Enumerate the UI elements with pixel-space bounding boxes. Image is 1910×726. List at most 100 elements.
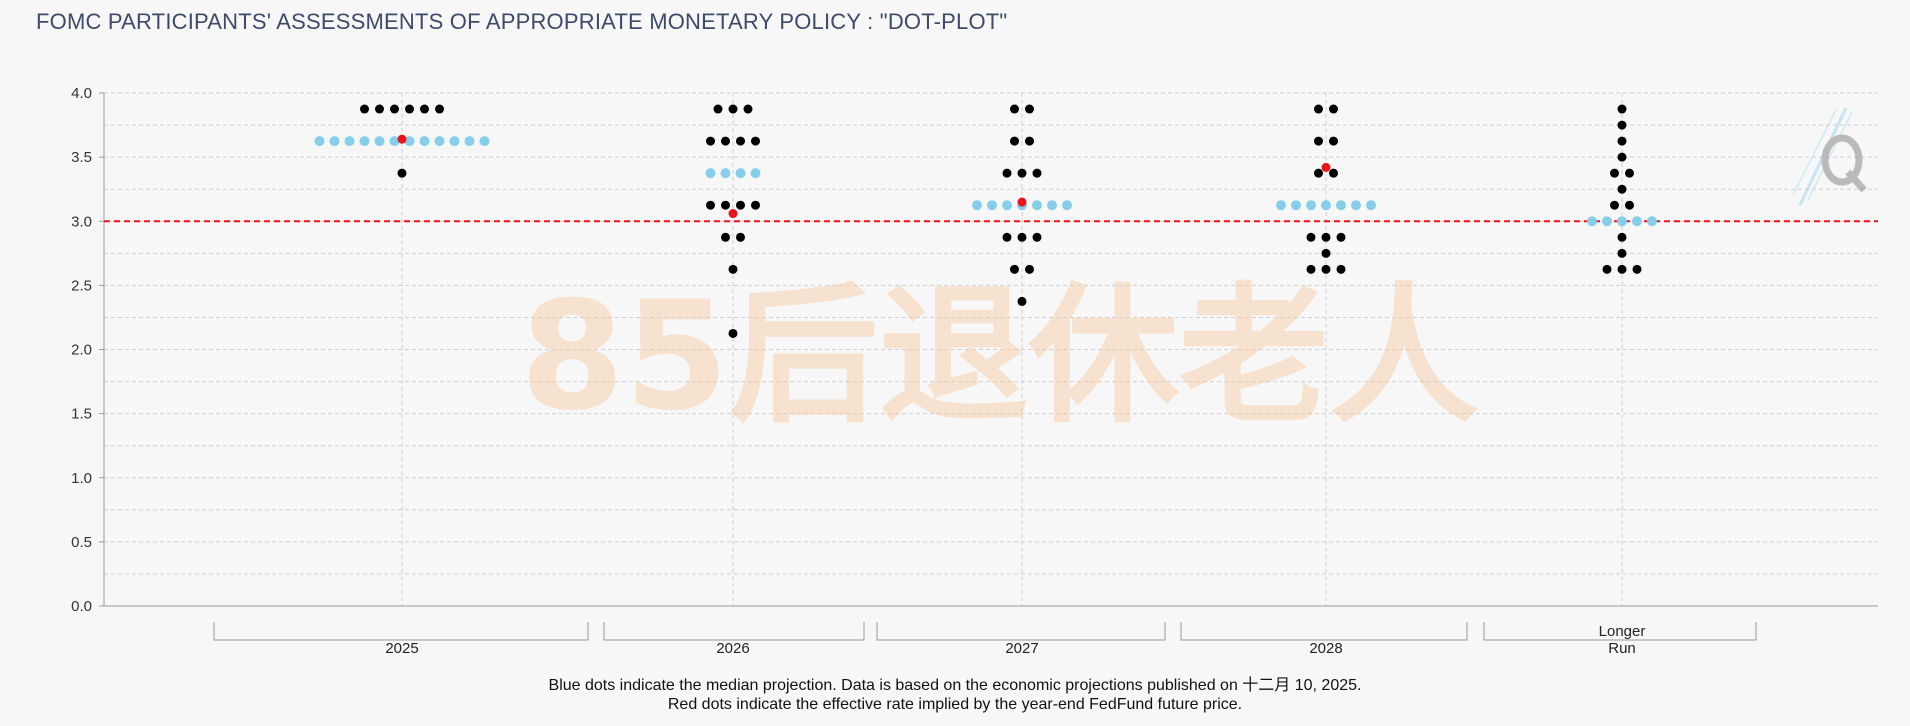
q-logo-icon: [1792, 107, 1867, 206]
participant-dot: [1314, 168, 1323, 178]
participant-dot: [1617, 264, 1627, 274]
y-tick-label: 1.5: [71, 406, 92, 423]
watermark: 85后退休老人: [520, 270, 1479, 444]
participant-dot: [1010, 264, 1019, 274]
participant-dot: [706, 200, 715, 210]
dots-layer: [314, 104, 1657, 338]
median-dot: [479, 136, 490, 147]
participant-dot: [1617, 232, 1627, 242]
median-dot: [750, 168, 761, 179]
participant-dot: [375, 104, 384, 114]
median-dot: [1002, 200, 1012, 211]
participant-dot: [1617, 184, 1627, 194]
participant-dot: [397, 168, 407, 178]
participant-dot: [728, 328, 738, 338]
category-bracket: [213, 622, 589, 641]
median-dot: [1602, 216, 1612, 227]
median-dot: [419, 136, 430, 147]
participant-dot: [1025, 264, 1034, 274]
participant-dot: [1032, 232, 1042, 242]
median-dot: [1291, 200, 1301, 211]
y-tick-label: 0.5: [71, 534, 92, 551]
median-dot: [1047, 200, 1057, 211]
participant-dot: [1610, 168, 1619, 178]
implied-rate-dot: [1017, 197, 1027, 207]
median-dot: [374, 136, 385, 147]
participant-dot: [1617, 152, 1627, 162]
participant-dot: [1625, 200, 1634, 210]
participant-dot: [390, 104, 399, 114]
median-dot: [1366, 200, 1376, 211]
x-category-label: 2028: [1309, 640, 1342, 657]
median-dot: [987, 200, 997, 211]
participant-dot: [721, 232, 730, 242]
participant-dot: [706, 136, 715, 146]
participant-dot: [1321, 232, 1331, 242]
median-dot: [1351, 200, 1361, 211]
participant-dot: [713, 104, 723, 114]
median-dot: [404, 136, 415, 147]
participant-dot: [1617, 104, 1627, 114]
participant-dot: [1314, 136, 1323, 146]
participant-dot: [1610, 200, 1619, 210]
median-dot: [705, 168, 716, 179]
participant-dot: [736, 200, 745, 210]
median-dot: [972, 200, 982, 211]
category-bracket: [876, 622, 1166, 641]
y-tick-label: 3.5: [71, 149, 92, 166]
median-dot: [389, 136, 400, 147]
median-dot: [314, 136, 325, 147]
median-dot: [735, 168, 746, 179]
participant-dot: [1306, 232, 1316, 242]
median-dot: [464, 136, 475, 147]
participant-dot: [360, 104, 369, 114]
participant-dot: [1314, 104, 1323, 114]
participant-dot: [1336, 264, 1346, 274]
participant-dot: [1010, 136, 1019, 146]
median-dot: [1306, 200, 1316, 211]
participant-dot: [1321, 248, 1331, 258]
participant-dot: [743, 104, 753, 114]
participant-dot: [1602, 264, 1612, 274]
participant-dot: [420, 104, 429, 114]
median-dot: [720, 168, 731, 179]
median-dot: [1617, 216, 1627, 227]
median-dot: [1587, 216, 1597, 227]
chart-title: FOMC PARTICIPANTS' ASSESSMENTS OF APPROP…: [36, 9, 1008, 34]
footnote-line-1: Blue dots indicate the median projection…: [548, 677, 1362, 694]
x-category-label: Longer Run: [1599, 623, 1646, 657]
y-tick-label: 2.5: [71, 277, 92, 294]
median-dot: [1032, 200, 1042, 211]
participant-dot: [1617, 136, 1627, 146]
y-tick-label: 3.0: [71, 213, 92, 230]
participant-dot: [1632, 264, 1642, 274]
implied-rate-dot: [728, 209, 738, 219]
participant-dot: [1025, 104, 1034, 114]
participant-dot: [1002, 232, 1012, 242]
participant-dot: [751, 200, 760, 210]
footnote-line-2: Red dots indicate the effective rate imp…: [667, 696, 1243, 713]
participant-dot: [751, 136, 760, 146]
participant-dot: [728, 104, 738, 114]
implied-rate-dot: [1321, 162, 1331, 172]
median-dot: [1321, 200, 1331, 211]
participant-dot: [721, 200, 730, 210]
participant-dot: [736, 136, 745, 146]
x-category-label: 2027: [1005, 640, 1038, 657]
participant-dot: [405, 104, 414, 114]
median-dot: [344, 136, 355, 147]
participant-dot: [1617, 120, 1627, 130]
x-category-label: 2026: [716, 640, 749, 657]
participant-dot: [736, 232, 745, 242]
participant-dot: [1306, 264, 1316, 274]
median-dot: [1062, 200, 1072, 211]
median-dot: [1632, 216, 1642, 227]
median-dot: [329, 136, 340, 147]
participant-dot: [1625, 168, 1634, 178]
participant-dot: [721, 136, 730, 146]
footnote: Blue dots indicate the median projection…: [0, 676, 1910, 714]
median-dot: [1336, 200, 1346, 211]
participant-dot: [1017, 296, 1027, 306]
watermark-text: 85后退休老人: [520, 270, 1479, 444]
